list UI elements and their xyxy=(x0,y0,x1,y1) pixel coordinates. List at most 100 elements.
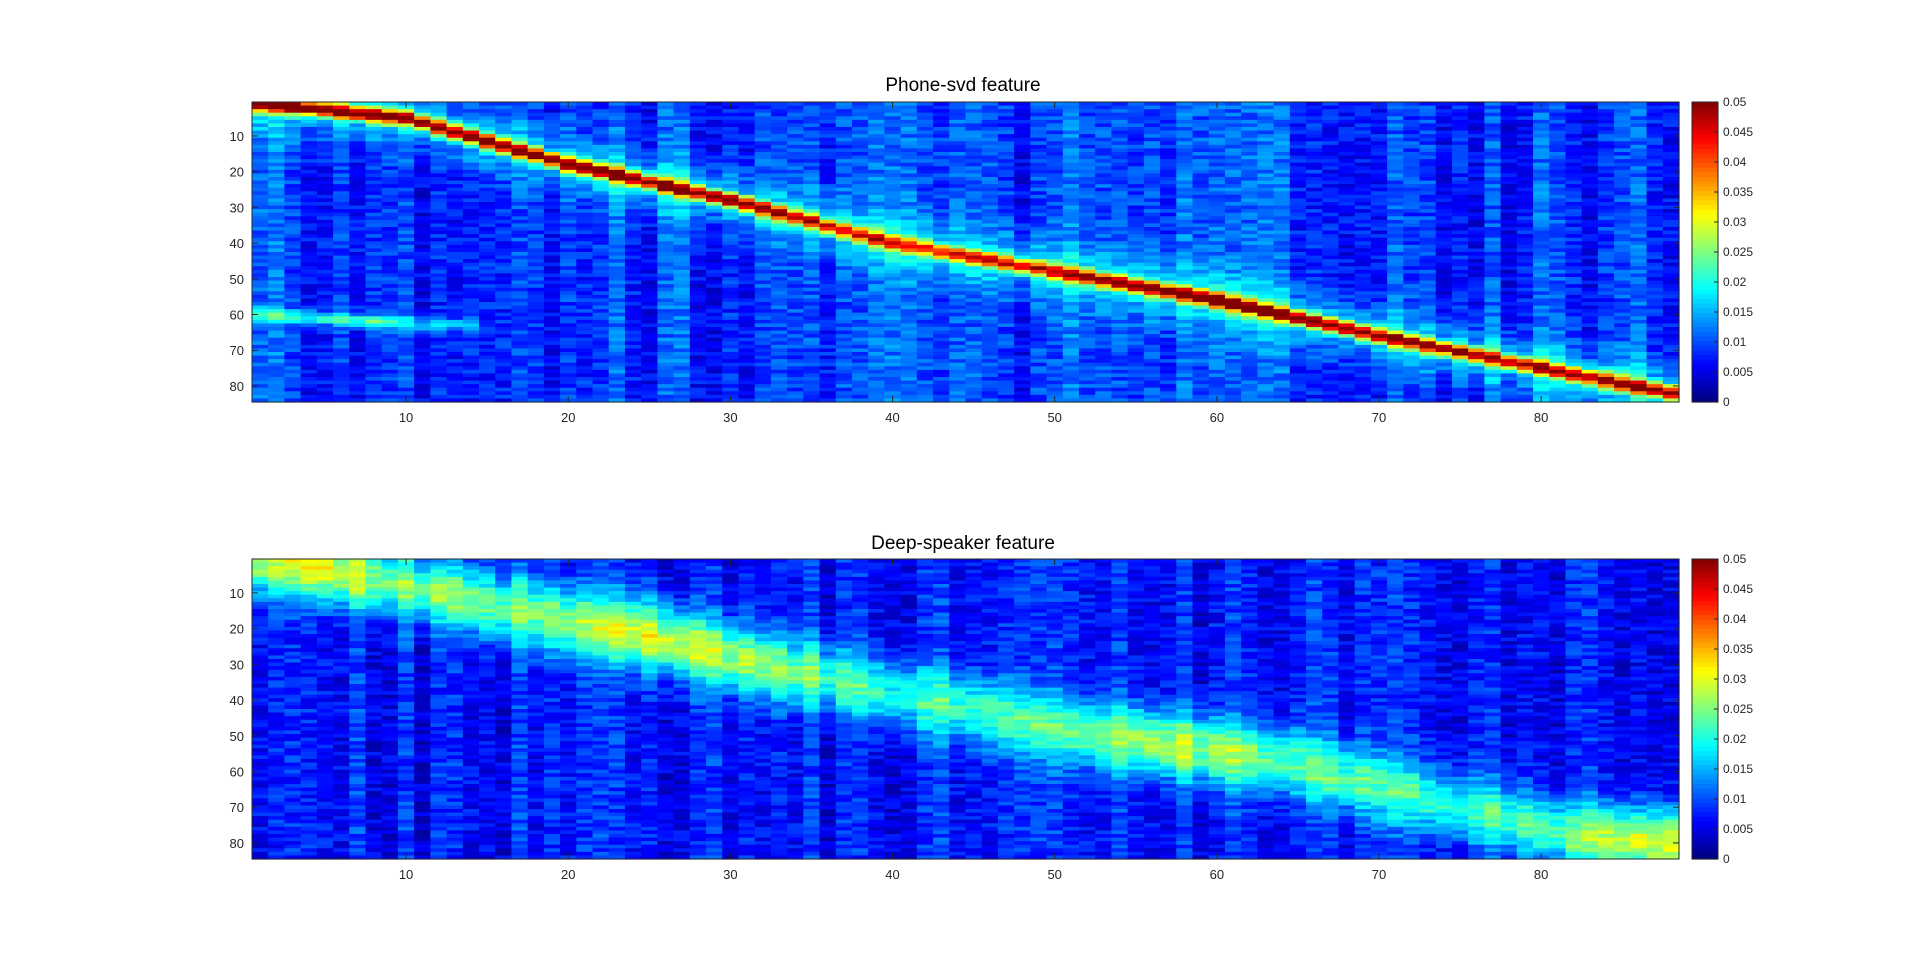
heatmap-cell xyxy=(284,291,302,296)
heatmap-cell xyxy=(446,159,464,164)
heatmap-cell xyxy=(333,266,350,271)
heatmap-cell xyxy=(576,184,594,189)
heatmap-cell xyxy=(1192,280,1210,285)
heatmap-cell xyxy=(252,130,269,135)
heatmap-cell xyxy=(706,330,723,335)
heatmap-cell xyxy=(641,130,658,135)
heatmap-cell xyxy=(543,352,561,357)
heatmap-cell xyxy=(316,216,334,221)
heatmap-cell xyxy=(592,105,610,110)
heatmap-cell xyxy=(689,269,707,275)
heatmap-cell xyxy=(397,280,415,285)
heatmap-cell xyxy=(543,191,561,196)
heatmap-cell xyxy=(706,248,723,253)
heatmap-cell xyxy=(835,116,853,121)
heatmap-cell xyxy=(706,148,723,153)
heatmap-cell xyxy=(1143,398,1161,403)
heatmap-cell xyxy=(284,294,302,300)
heatmap-cell xyxy=(560,302,577,307)
heatmap-cell xyxy=(479,191,496,196)
heatmap-cell xyxy=(624,237,642,242)
heatmap-cell xyxy=(381,227,399,232)
heatmap-cell xyxy=(543,291,561,296)
heatmap-cell xyxy=(835,102,853,107)
heatmap-cell xyxy=(949,169,967,175)
heatmap-cell xyxy=(430,227,448,232)
heatmap-cell xyxy=(592,152,610,157)
heatmap-cell xyxy=(673,305,691,310)
heatmap-cell xyxy=(900,387,918,392)
heatmap-cell xyxy=(706,394,723,400)
heatmap-cell xyxy=(916,209,934,214)
heatmap-cell xyxy=(1095,359,1113,364)
heatmap-cell xyxy=(949,255,967,260)
heatmap-cell xyxy=(657,291,675,296)
heatmap-cell xyxy=(706,305,723,310)
heatmap-cell xyxy=(511,391,529,396)
heatmap-cell xyxy=(1160,244,1177,250)
heatmap-cell xyxy=(754,127,772,132)
heatmap-cell xyxy=(349,380,367,385)
heatmap-cell xyxy=(1111,362,1129,367)
heatmap-cell xyxy=(787,223,804,228)
heatmap-cell xyxy=(446,173,464,178)
heatmap-cell xyxy=(803,202,821,207)
heatmap-cell xyxy=(1208,127,1226,132)
heatmap-cell xyxy=(316,362,334,367)
heatmap-cell xyxy=(576,227,594,232)
heatmap-cell xyxy=(819,305,837,310)
heatmap-cell xyxy=(397,248,415,253)
heatmap-cell xyxy=(608,348,626,353)
heatmap-cell xyxy=(641,294,658,300)
heatmap-cell xyxy=(1160,184,1177,189)
heatmap-cell xyxy=(981,198,999,203)
heatmap-cell xyxy=(754,355,772,360)
heatmap-cell xyxy=(397,173,415,178)
heatmap-cell xyxy=(479,166,496,171)
heatmap-cell xyxy=(851,159,869,164)
heatmap-cell xyxy=(803,305,821,310)
heatmap-cell xyxy=(462,262,480,267)
heatmap-cell xyxy=(1208,169,1226,175)
heatmap-cell xyxy=(608,302,626,307)
heatmap-cell xyxy=(479,137,496,142)
heatmap-cell xyxy=(576,180,594,185)
heatmap-cell xyxy=(1014,230,1031,235)
heatmap-cell xyxy=(851,302,869,307)
heatmap-cell xyxy=(495,380,513,385)
heatmap-cell xyxy=(608,327,626,332)
heatmap-cell xyxy=(576,398,594,403)
heatmap-cell xyxy=(284,180,302,185)
heatmap-cell xyxy=(933,369,950,375)
heatmap-cell xyxy=(657,391,675,396)
heatmap-cell xyxy=(1062,380,1080,385)
heatmap-cell xyxy=(868,266,886,271)
heatmap-cell xyxy=(446,184,464,189)
heatmap-cell xyxy=(430,105,448,110)
heatmap-cell xyxy=(641,280,658,285)
heatmap-cell xyxy=(1079,219,1096,225)
heatmap-cell xyxy=(819,241,837,246)
heatmap-cell xyxy=(333,202,350,207)
heatmap-cell xyxy=(446,287,464,292)
heatmap-cell xyxy=(900,205,918,210)
heatmap-cell xyxy=(1176,316,1194,321)
heatmap-cell xyxy=(1208,109,1226,114)
heatmap-cell xyxy=(787,198,804,203)
heatmap-cell xyxy=(624,302,642,307)
heatmap-cell xyxy=(333,384,350,389)
heatmap-cell xyxy=(462,169,480,175)
heatmap-cell xyxy=(949,330,967,335)
heatmap-cell xyxy=(543,180,561,185)
heatmap-cell xyxy=(349,184,367,189)
heatmap-cell xyxy=(252,394,269,400)
heatmap-cell xyxy=(933,148,950,153)
heatmap-cell xyxy=(495,291,513,296)
heatmap-cell xyxy=(706,266,723,271)
heatmap-cell xyxy=(592,134,610,139)
heatmap-cell xyxy=(868,323,886,328)
heatmap-cell xyxy=(949,309,967,314)
heatmap-cell xyxy=(1192,241,1210,246)
heatmap-cell xyxy=(300,298,318,303)
heatmap-cell xyxy=(576,262,594,267)
